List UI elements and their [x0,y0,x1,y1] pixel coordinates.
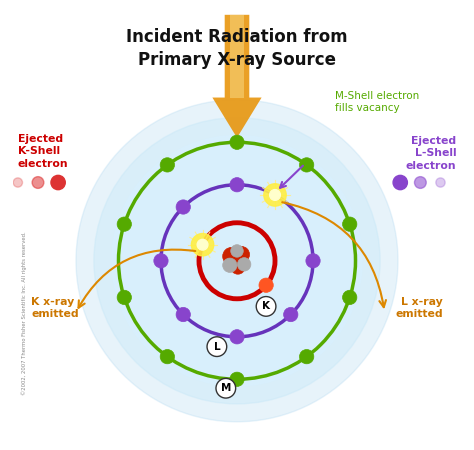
Text: Incident Radiation from
Primary X-ray Source: Incident Radiation from Primary X-ray So… [126,28,348,69]
Circle shape [414,177,426,189]
Circle shape [51,176,65,189]
Circle shape [343,290,357,305]
Circle shape [76,100,398,422]
Circle shape [223,258,237,272]
Circle shape [197,239,208,250]
Circle shape [256,297,276,316]
Circle shape [160,158,174,172]
Circle shape [270,189,281,200]
Circle shape [207,337,227,356]
Circle shape [306,254,320,268]
Text: M: M [220,383,231,393]
Text: K: K [262,302,270,311]
Circle shape [264,184,286,206]
Circle shape [13,178,22,187]
Circle shape [300,350,314,364]
Circle shape [230,135,244,149]
Circle shape [216,378,236,398]
Circle shape [259,278,273,293]
Polygon shape [212,15,262,138]
Circle shape [231,260,245,274]
Circle shape [32,177,44,189]
Circle shape [230,372,244,387]
Circle shape [160,350,174,364]
Circle shape [283,307,298,322]
Circle shape [237,258,251,271]
Circle shape [230,330,244,344]
Circle shape [176,307,191,322]
Circle shape [94,117,380,404]
Text: Ejected
L-Shell
electron: Ejected L-Shell electron [406,136,456,171]
Circle shape [176,200,191,214]
Circle shape [231,245,243,257]
Text: ©2002, 2007 Thermo Fisher Scientific Inc. All rights reserved.: ©2002, 2007 Thermo Fisher Scientific Inc… [21,231,27,395]
Circle shape [300,158,314,172]
Circle shape [393,176,407,189]
Circle shape [117,290,131,305]
Text: M-Shell electron
fills vacancy: M-Shell electron fills vacancy [336,91,419,113]
Circle shape [343,217,357,231]
Circle shape [117,217,131,231]
Circle shape [191,234,214,256]
Text: L x-ray
emitted: L x-ray emitted [395,297,443,319]
Circle shape [233,247,249,262]
Circle shape [223,248,241,265]
Circle shape [436,178,445,187]
Circle shape [154,254,168,268]
Circle shape [112,135,362,386]
Text: L: L [214,342,220,351]
Text: Ejected
K-Shell
electron: Ejected K-Shell electron [18,134,68,169]
Polygon shape [230,15,244,98]
Text: K x-ray
emitted: K x-ray emitted [31,297,79,319]
Circle shape [230,178,244,192]
